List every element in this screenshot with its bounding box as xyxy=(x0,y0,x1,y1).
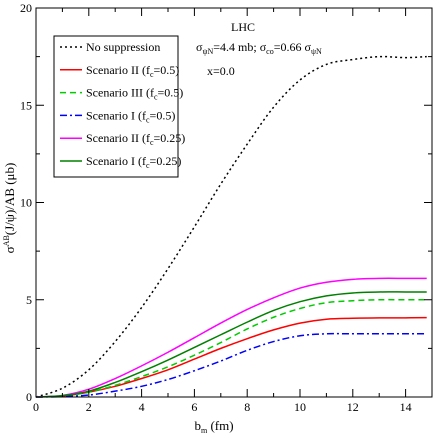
sigma-co-main2: σ xyxy=(305,40,312,54)
annotation-x-value: x=0.0 xyxy=(207,64,235,78)
legend-label-3: Scenario I (fc=0.5) xyxy=(86,108,175,124)
x-tick-label: 12 xyxy=(347,400,359,414)
annotation-collider: LHC xyxy=(231,20,255,34)
annotation-cross-sections: σψN=4.4 mb; σco=0.66 σψN xyxy=(196,40,322,56)
x-tick-label: 8 xyxy=(244,400,250,414)
sigma-co-main: σ xyxy=(260,40,267,54)
ticks-layer: 0 2 4 6 8 10 12 14 0 5 10 15 20 xyxy=(20,1,432,414)
x-axis-label-rest: (fm) xyxy=(207,418,233,433)
series-line-3 xyxy=(35,332,427,398)
legend-label-4: Scenario II (fc=0.25) xyxy=(86,131,185,147)
legend-box xyxy=(53,35,179,178)
x-tick-label: 10 xyxy=(294,400,306,414)
y-tick-label: 0 xyxy=(26,390,32,404)
legend-label-5: Scenario I (fc=0.25) xyxy=(86,154,181,170)
x-tick-label: 0 xyxy=(33,400,39,414)
sigma-psin-main: σ xyxy=(196,40,203,54)
x-tick-label: 6 xyxy=(191,400,197,414)
x-axis-label: bm (fm) xyxy=(194,418,233,435)
sigma-co-rest: =0.66 xyxy=(274,40,305,54)
sigma-co-sub: co xyxy=(266,47,274,56)
y-tick-label: 10 xyxy=(20,196,32,210)
y-axis-label-main: σ xyxy=(2,246,17,253)
y-axis-label-sup: AB xyxy=(2,235,11,246)
x-tick-label: 4 xyxy=(139,400,145,414)
x-axis-label-sub: m xyxy=(201,426,208,435)
y-axis-label-rest: (J/ψ)/AB (μb) xyxy=(2,163,17,236)
legend-label-1: Scenario II (fc=0.5) xyxy=(86,63,179,79)
legend-label-0: No suppression xyxy=(86,40,160,54)
series-layer xyxy=(35,55,427,398)
x-tick-label: 2 xyxy=(86,400,92,414)
y-tick-label: 5 xyxy=(26,293,32,307)
series-line-4 xyxy=(35,277,427,398)
legend: No suppression Scenario II (fc=0.5) Scenar… xyxy=(53,35,185,178)
series-line-5 xyxy=(35,291,427,398)
y-axis-label: σAB(J/ψ)/AB (μb) xyxy=(2,163,17,254)
x-axis-label-main: b xyxy=(194,418,201,433)
legend-label-2: Scenario III (fc=0.5) xyxy=(86,86,183,102)
sigma-co-sub2: ψN xyxy=(311,47,322,56)
series-line-0 xyxy=(35,55,427,398)
y-tick-label: 20 xyxy=(20,1,32,15)
sigma-psin-sub: ψN xyxy=(202,47,213,56)
series-line-1 xyxy=(35,316,427,398)
sigma-psin-rest: =4.4 mb; xyxy=(213,40,259,54)
y-tick-label: 15 xyxy=(20,98,32,112)
x-tick-label: 14 xyxy=(400,400,412,414)
